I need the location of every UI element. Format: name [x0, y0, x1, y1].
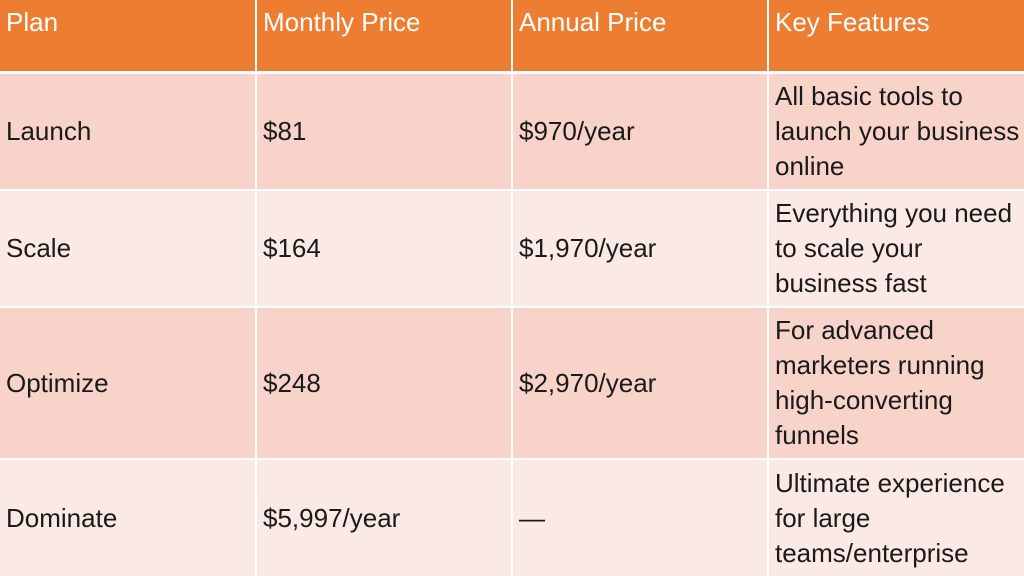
annual-price-cell: $970/year [512, 73, 768, 191]
monthly-price-cell: $81 [256, 73, 512, 191]
table-row: Launch $81 $970/year All basic tools to … [0, 73, 1024, 191]
table-row: Scale $164 $1,970/year Everything you ne… [0, 190, 1024, 307]
table-header: Plan Monthly Price Annual Price Key Feat… [0, 0, 1024, 73]
plan-name-cell: Dominate [0, 459, 256, 576]
key-features-cell: Everything you need to scale your busine… [768, 190, 1024, 307]
header-row: Plan Monthly Price Annual Price Key Feat… [0, 0, 1024, 73]
column-header-annual-price: Annual Price [512, 0, 768, 73]
plan-name-cell: Scale [0, 190, 256, 307]
table-row: Dominate $5,997/year — Ultimate experien… [0, 459, 1024, 576]
table-row: Optimize $248 $2,970/year For advanced m… [0, 307, 1024, 459]
monthly-price-cell: $5,997/year [256, 459, 512, 576]
annual-price-cell: $2,970/year [512, 307, 768, 459]
column-header-key-features: Key Features [768, 0, 1024, 73]
table-body: Launch $81 $970/year All basic tools to … [0, 73, 1024, 576]
plan-name-cell: Launch [0, 73, 256, 191]
annual-price-cell: $1,970/year [512, 190, 768, 307]
annual-price-cell: — [512, 459, 768, 576]
monthly-price-cell: $248 [256, 307, 512, 459]
key-features-cell: For advanced marketers running high-conv… [768, 307, 1024, 459]
key-features-cell: All basic tools to launch your business … [768, 73, 1024, 191]
column-header-plan: Plan [0, 0, 256, 73]
plan-name-cell: Optimize [0, 307, 256, 459]
monthly-price-cell: $164 [256, 190, 512, 307]
column-header-monthly-price: Monthly Price [256, 0, 512, 73]
key-features-cell: Ultimate experience for large teams/ente… [768, 459, 1024, 576]
